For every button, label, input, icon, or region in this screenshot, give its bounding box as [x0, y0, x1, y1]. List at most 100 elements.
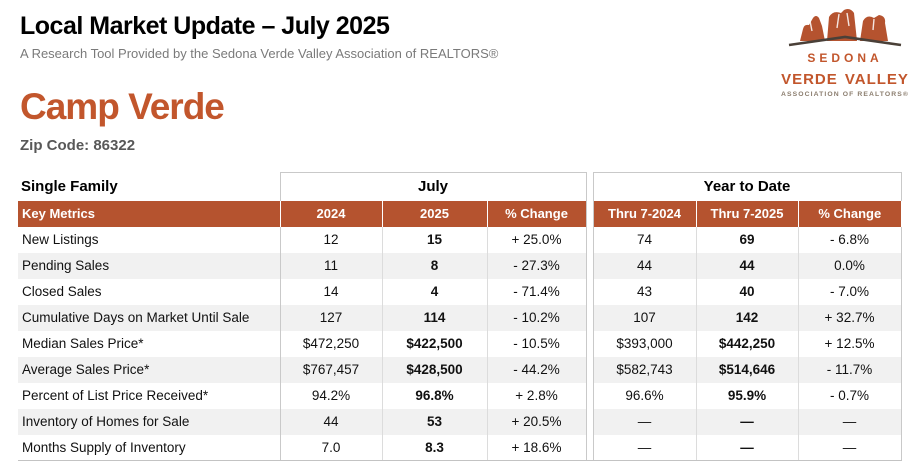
july-2024-value: 14 [279, 278, 382, 305]
july-change-value: - 10.5% [486, 330, 586, 357]
ytd-change-value: - 0.7% [797, 382, 902, 409]
row-gap [585, 226, 594, 253]
july-2024-value: $767,457 [279, 356, 382, 383]
metric-name: Median Sales Price* [22, 336, 144, 351]
ytd-2025-value: $514,646 [695, 356, 798, 383]
july-2025-value: $428,500 [381, 356, 487, 383]
column-header-row: Key Metrics 2024 2025 % Change Thru 7-20… [18, 200, 902, 227]
ytd-change-value: - 11.7% [797, 356, 902, 383]
metric-name: Months Supply of Inventory [18, 434, 280, 461]
location-block: Camp Verde Zip Code: 86322 [20, 86, 225, 154]
ytd-2025-value: 44 [695, 252, 798, 279]
page-subtitle: A Research Tool Provided by the Sedona V… [20, 46, 499, 61]
metrics-tbody: New Listings 12 15 + 25.0% 74 69 - 6.8% … [18, 226, 902, 461]
ytd-2024-value: — [592, 408, 696, 435]
july-change-value: - 44.2% [486, 356, 586, 383]
ytd-2024-value: 107 [592, 304, 696, 331]
metric-name: New Listings [22, 232, 99, 247]
col-header-thru-2025: Thru 7-2025 [695, 200, 798, 227]
july-2024-value: $472,250 [279, 330, 382, 357]
association-logo: sedona verde valley ASSOCIATION OF REALT… [779, 6, 911, 99]
july-2025-value: 8.3 [381, 434, 487, 461]
row-gap [585, 408, 594, 435]
july-2025-value: 53 [381, 408, 487, 435]
section-label: Single Family [21, 178, 118, 195]
col-header-2025: 2025 [381, 200, 487, 227]
table-row: Average Sales Price* $767,457 $428,500 -… [18, 356, 902, 383]
ytd-2025-value: — [695, 408, 798, 435]
metrics-table: Single Family July Year to Date Key Metr… [18, 172, 902, 461]
table-row: Cumulative Days on Market Until Sale 127… [18, 304, 902, 331]
july-2025-value: 15 [381, 226, 487, 253]
ytd-2025-value: 95.9% [695, 382, 798, 409]
july-2025-value: 8 [381, 252, 487, 279]
col-header-2024: 2024 [279, 200, 382, 227]
table-row: Inventory of Homes for Sale 44 53 + 20.5… [18, 408, 902, 435]
ytd-change-value: - 6.8% [797, 226, 902, 253]
july-change-value: + 20.5% [486, 408, 586, 435]
row-gap [585, 278, 594, 305]
ytd-2024-value: 96.6% [592, 382, 696, 409]
metric-name: Percent of List Price Received* [22, 388, 209, 403]
july-2025-value: 114 [381, 304, 487, 331]
ytd-change-value: + 12.5% [797, 330, 902, 357]
group-header-row: Single Family July Year to Date [18, 172, 902, 201]
july-change-value: - 27.3% [486, 252, 586, 279]
col-header-change-july: % Change [486, 200, 586, 227]
group-header-ytd: Year to Date [592, 172, 902, 201]
col-header-thru-2024: Thru 7-2024 [592, 200, 696, 227]
ytd-change-value: — [797, 408, 902, 435]
col-header-key-metrics: Key Metrics [18, 200, 280, 227]
metric-name: Average Sales Price* [18, 356, 280, 383]
zip-code: Zip Code: 86322 [20, 137, 136, 154]
july-2025-value: 4 [381, 278, 487, 305]
metric-name: Cumulative Days on Market Until Sale [18, 304, 280, 331]
ytd-2025-value: 69 [695, 226, 798, 253]
ytd-change-value: + 32.7% [797, 304, 902, 331]
ytd-change-value: 0.0% [797, 252, 902, 279]
metric-name: Closed Sales [22, 284, 102, 299]
july-2024-value: 7.0 [279, 434, 382, 461]
table-row: Percent of List Price Received* 94.2% 96… [18, 382, 902, 409]
ytd-2025-value: $442,250 [695, 330, 798, 357]
ytd-change-value: - 7.0% [797, 278, 902, 305]
july-change-value: + 25.0% [486, 226, 586, 253]
row-gap [585, 356, 594, 383]
ytd-2024-value: $582,743 [592, 356, 696, 383]
metric-name: Pending Sales [18, 252, 280, 279]
july-2024-value: 127 [279, 304, 382, 331]
logo-text-sedona: sedona [807, 47, 883, 66]
logo-text-association: ASSOCIATION OF REALTORS® [780, 91, 910, 98]
header-gap [585, 200, 594, 227]
redrock-illustration [788, 9, 902, 47]
july-2025-value: 96.8% [381, 382, 487, 409]
table-row: Closed Sales 14 4 - 71.4% 43 40 - 7.0% [18, 278, 902, 305]
ytd-2024-value: — [592, 434, 696, 461]
table-row: Pending Sales 11 8 - 27.3% 44 44 0.0% [18, 252, 902, 279]
row-gap [585, 304, 594, 331]
group-header-july: July [279, 172, 587, 201]
metric-name: Inventory of Homes for Sale [18, 408, 280, 435]
col-header-change-ytd: % Change [797, 200, 902, 227]
july-change-value: - 71.4% [486, 278, 586, 305]
ytd-2024-value: 74 [592, 226, 696, 253]
group-gap [586, 172, 593, 201]
row-gap [585, 434, 594, 461]
logo-text-verde-valley: verde valley [781, 64, 909, 89]
ytd-2024-value: 44 [592, 252, 696, 279]
page-title: Local Market Update – July 2025 [20, 12, 390, 40]
july-change-value: - 10.2% [486, 304, 586, 331]
ytd-2024-value: $393,000 [592, 330, 696, 357]
row-gap [585, 330, 594, 357]
july-change-value: + 18.6% [486, 434, 586, 461]
ytd-2025-value: — [695, 434, 798, 461]
ytd-2025-value: 142 [695, 304, 798, 331]
row-gap [585, 252, 594, 279]
table-row: New Listings 12 15 + 25.0% 74 69 - 6.8% [18, 226, 902, 253]
ytd-change-value: — [797, 434, 902, 461]
july-2024-value: 12 [279, 226, 382, 253]
row-gap [585, 382, 594, 409]
july-2024-value: 94.2% [279, 382, 382, 409]
july-2024-value: 44 [279, 408, 382, 435]
